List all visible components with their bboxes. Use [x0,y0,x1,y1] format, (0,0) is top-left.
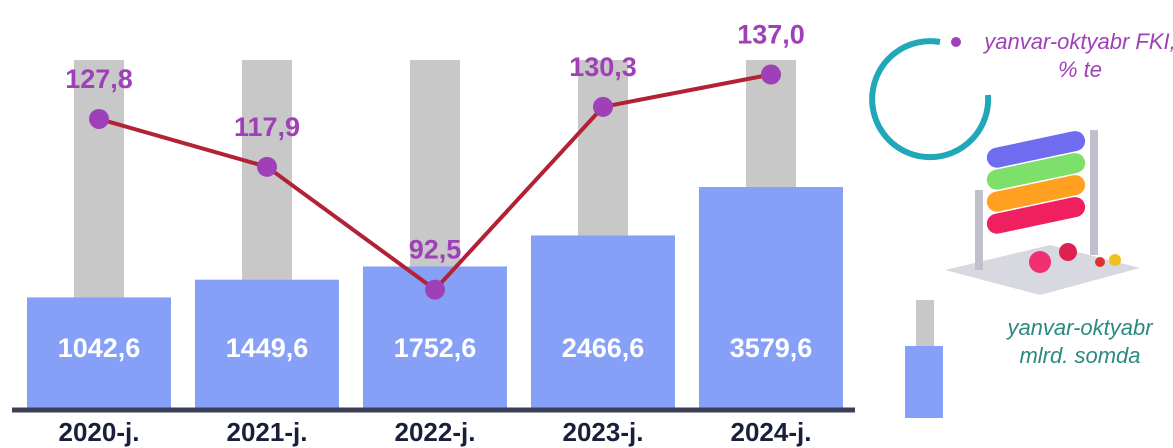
line-marker [761,64,781,85]
line-value-label: 117,9 [234,112,300,142]
bar [699,187,843,408]
x-tick-label: 2021-j. [227,417,308,447]
line-marker [89,108,109,129]
bar [27,297,171,408]
line-value-label: 127,8 [65,64,133,94]
x-tick-label: 2022-j. [395,417,476,447]
legend-swatch-bar [905,346,943,418]
x-tick-label: 2020-j. [59,417,140,447]
legend-label: yanvar-oktyabr mlrd. somda [1007,315,1153,368]
bar-value-label: 1752,6 [394,333,477,363]
line-value-label: 92,5 [409,235,462,265]
bar-value-label: 1449,6 [226,333,309,363]
bar-value-label: 2466,6 [562,333,645,363]
bar [195,279,339,408]
line-marker [425,279,445,300]
legend-swatch-column [916,300,934,350]
legend-arc [869,38,992,161]
bar-value-label: 1042,6 [58,333,141,363]
line-marker [257,156,277,177]
legend-dot [951,37,961,47]
line-marker [593,96,613,117]
bar-value-label: 3579,6 [730,333,813,363]
line-value-label: 130,3 [569,52,637,82]
bar [531,235,675,408]
x-tick-label: 2023-j. [563,417,644,447]
line-value-label: 137,0 [737,20,805,50]
legend-label: yanvar-oktyabr FKI, % te [984,29,1173,82]
thread-illustration [945,130,1140,295]
x-tick-label: 2024-j. [731,417,812,447]
